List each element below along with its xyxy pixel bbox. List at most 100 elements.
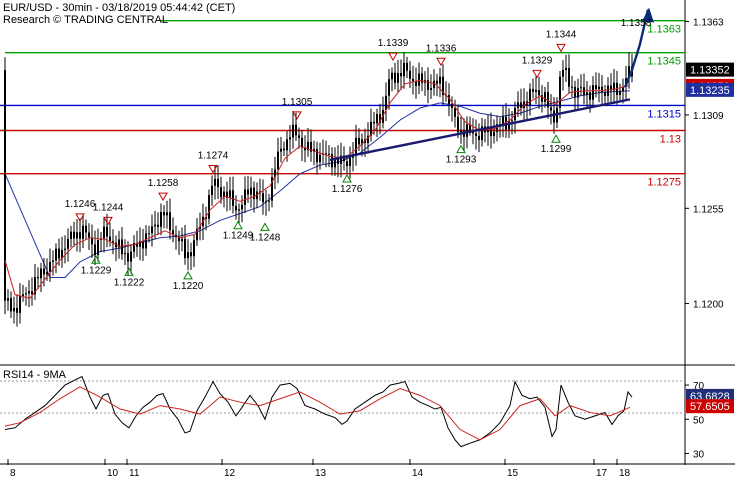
candle-body — [493, 132, 495, 137]
time-axis-label: 10 — [107, 468, 119, 479]
candle-body — [163, 212, 165, 216]
swing-label: 1.1244 — [93, 202, 124, 213]
candle-body — [28, 291, 30, 294]
candle-body — [589, 92, 591, 100]
candle-body — [373, 121, 375, 124]
candle-body — [133, 243, 135, 252]
candle-body — [208, 195, 210, 219]
candle-body — [592, 85, 594, 100]
candle-body — [607, 85, 609, 96]
candle-body — [418, 73, 420, 86]
candle-body — [268, 200, 270, 202]
chart-title: EUR/USD - 30min - 03/18/2019 05:44:42 (C… — [3, 2, 235, 14]
candle-body — [286, 139, 288, 151]
candle-body — [172, 230, 174, 235]
candle-body — [391, 72, 393, 80]
sell-marker-icon — [388, 52, 398, 62]
chart-source: Research © TRADING CENTRAL — [3, 14, 168, 26]
candle-body — [409, 70, 411, 79]
swing-label: 1.1336 — [426, 43, 457, 54]
candle-body — [154, 224, 156, 227]
time-axis-label: 18 — [619, 468, 631, 479]
candle-body — [361, 139, 363, 145]
candle-body — [406, 62, 408, 71]
candle-body — [400, 73, 402, 77]
candle-body — [331, 154, 333, 168]
candle-body — [181, 238, 183, 242]
candle-body — [316, 149, 318, 163]
candle-body — [541, 95, 543, 102]
candle-body — [271, 176, 273, 201]
time-axis-label: 12 — [224, 468, 236, 479]
candle-body — [367, 135, 369, 144]
candle-body — [628, 66, 630, 79]
candle-body — [136, 243, 138, 247]
rsi-title: RSI14 - 9MA — [3, 369, 67, 381]
candle-body — [205, 216, 207, 219]
sell-marker-icon — [532, 69, 542, 79]
candle-body — [40, 268, 42, 279]
candle-body — [151, 226, 153, 234]
candle-body — [193, 240, 195, 257]
candle-body — [235, 205, 237, 211]
candle-body — [301, 137, 303, 148]
swing-label: 1.1358 — [621, 18, 652, 29]
candle-body — [598, 86, 600, 90]
swing-label: 1.1222 — [114, 277, 145, 288]
rsi-line — [4, 375, 633, 448]
candle-body — [337, 158, 339, 164]
candle-body — [97, 240, 99, 256]
candle-body — [436, 80, 438, 84]
candle-body — [577, 88, 579, 98]
candle-body — [49, 262, 51, 272]
candle-body — [622, 86, 624, 92]
candle-body — [379, 114, 381, 123]
candle-body — [571, 86, 573, 88]
candle-body — [346, 161, 348, 167]
candle-body — [22, 294, 24, 297]
candle-body — [601, 86, 603, 93]
sell-marker-icon — [103, 216, 113, 226]
candle-body — [253, 187, 255, 200]
swing-label: 1.1220 — [173, 281, 204, 292]
price-candles — [4, 52, 633, 327]
level-label: 1.1345 — [647, 56, 681, 68]
sell-marker-icon — [158, 192, 168, 202]
candle-body — [502, 116, 504, 125]
swing-label: 1.1249 — [223, 231, 254, 242]
candle-body — [85, 225, 87, 233]
swing-label: 1.1293 — [446, 155, 477, 166]
ma-red-line — [4, 79, 631, 299]
candle-body — [265, 201, 267, 203]
price-tag-box — [686, 82, 734, 97]
candle-body — [280, 148, 282, 152]
candle-body — [46, 271, 48, 275]
swing-label: 1.1344 — [546, 29, 577, 40]
candle-body — [283, 148, 285, 151]
rsi-panel — [4, 375, 633, 448]
candle-body — [358, 137, 360, 145]
candle-body — [274, 169, 276, 177]
candle-body — [604, 92, 606, 96]
candle-body — [25, 293, 27, 295]
header-background — [0, 0, 160, 27]
candle-body — [64, 248, 66, 250]
candle-body — [427, 80, 429, 90]
candle-body — [538, 90, 540, 96]
rsi-axis-label: 70 — [693, 381, 705, 392]
candle-body — [394, 72, 396, 83]
candle-body — [415, 81, 417, 86]
candle-body — [448, 95, 450, 104]
time-axis-label: 13 — [315, 468, 327, 479]
sell-marker-icon — [556, 43, 566, 53]
trendline — [329, 98, 631, 162]
candle-body — [442, 76, 444, 96]
candle-body — [238, 209, 240, 211]
swing-label: 1.1299 — [541, 144, 572, 155]
candle-body — [169, 212, 171, 231]
candle-body — [355, 137, 357, 156]
moving-average-red — [4, 79, 631, 299]
candle-body — [184, 238, 186, 259]
candle-body — [187, 252, 189, 259]
candle-body — [466, 124, 468, 137]
